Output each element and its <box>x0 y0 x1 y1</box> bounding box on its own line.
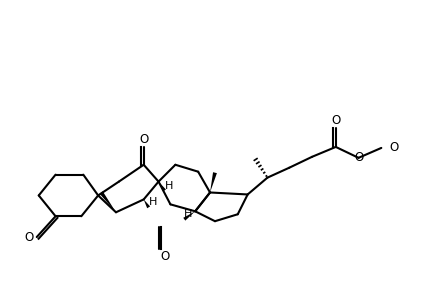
Text: H: H <box>164 181 173 191</box>
Text: O: O <box>161 250 170 263</box>
Text: O: O <box>139 133 148 146</box>
Text: O: O <box>354 151 363 164</box>
Polygon shape <box>144 200 150 208</box>
Text: H: H <box>184 209 193 219</box>
Polygon shape <box>183 211 195 221</box>
Polygon shape <box>210 172 217 192</box>
Text: O: O <box>389 141 398 155</box>
Text: O: O <box>25 230 34 244</box>
Text: O: O <box>331 114 340 127</box>
Polygon shape <box>100 191 116 212</box>
Polygon shape <box>158 182 166 191</box>
Text: H: H <box>149 197 157 207</box>
